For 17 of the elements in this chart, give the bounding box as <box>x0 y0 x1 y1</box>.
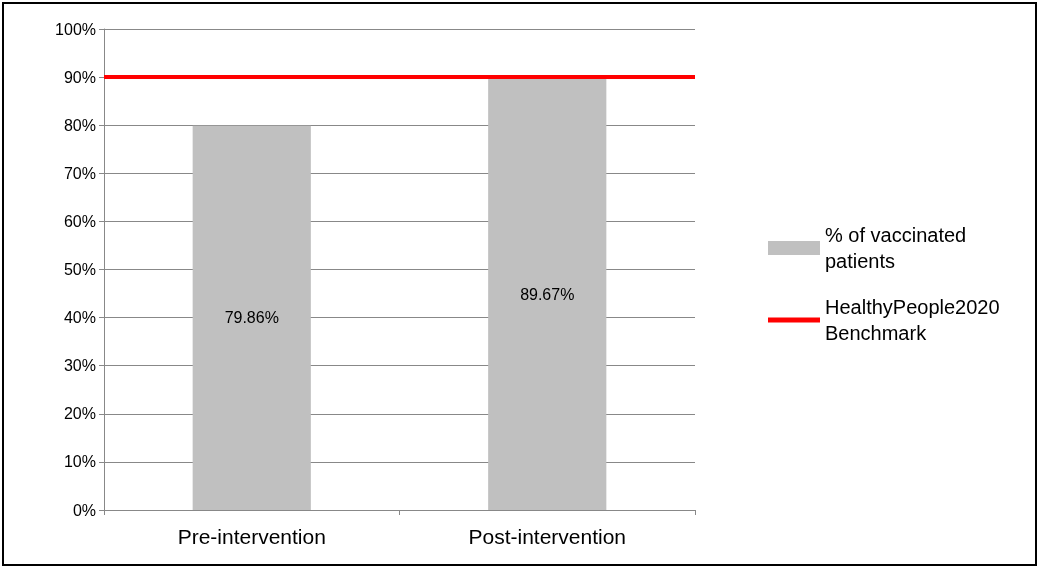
y-tick-label: 0% <box>72 501 96 519</box>
x-tick-label: Pre-intervention <box>177 525 326 548</box>
y-tick-label: 100% <box>55 20 96 38</box>
y-tick-label: 60% <box>63 212 96 230</box>
legend-label: HealthyPeople2020 Benchmark <box>825 296 1006 344</box>
data-label: 89.67% <box>520 285 575 303</box>
y-tick-label: 40% <box>63 309 96 327</box>
legend-label: % of vaccinated patients <box>825 224 972 272</box>
y-tick-label: 80% <box>63 116 96 134</box>
y-tick-label: 90% <box>63 68 96 86</box>
y-tick-label: 30% <box>63 357 96 375</box>
y-tick-label: 70% <box>63 164 96 182</box>
y-tick-label: 20% <box>63 405 96 423</box>
y-tick-label: 50% <box>63 261 96 278</box>
data-label: 79.86% <box>224 309 279 327</box>
x-tick-label: Post-intervention <box>468 525 627 548</box>
y-tick-label: 10% <box>63 453 96 471</box>
